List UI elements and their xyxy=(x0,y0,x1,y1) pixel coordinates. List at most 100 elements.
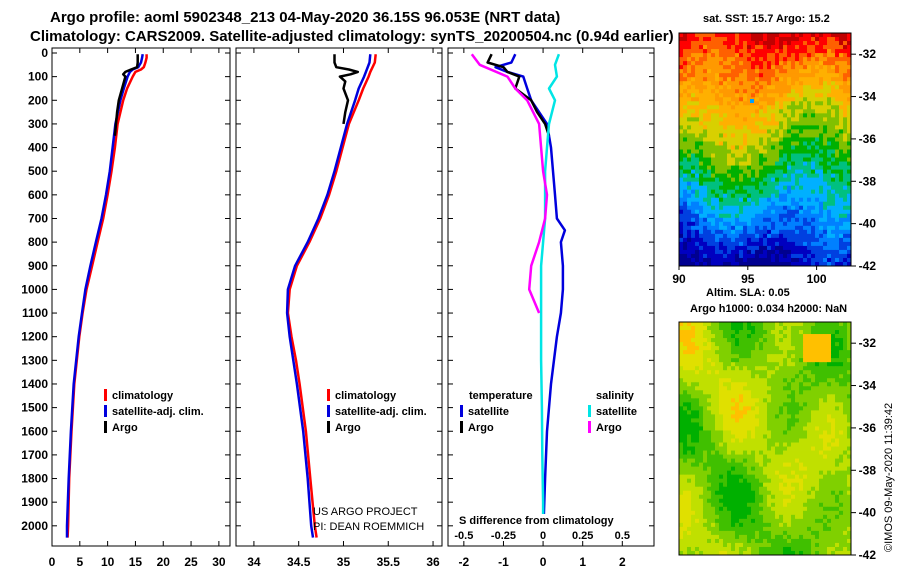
map-cell xyxy=(807,447,811,451)
map-cell xyxy=(747,390,751,394)
map-cell xyxy=(807,334,811,338)
map-cell xyxy=(735,97,739,101)
map-cell xyxy=(839,222,843,226)
map-cell xyxy=(723,45,727,49)
map-cell xyxy=(843,97,847,101)
map-cell xyxy=(839,198,843,202)
map-cell xyxy=(799,390,803,394)
map-cell xyxy=(719,226,723,230)
map-cell xyxy=(711,326,715,330)
map-cell xyxy=(743,250,747,254)
map-cell xyxy=(799,374,803,378)
map-cell xyxy=(715,515,719,519)
map-cell xyxy=(683,527,687,531)
map-cell xyxy=(799,57,803,61)
map-cell xyxy=(787,218,791,222)
map-cell xyxy=(743,358,747,362)
argo-position-marker xyxy=(750,99,754,103)
map-cell xyxy=(763,378,767,382)
map-cell xyxy=(683,475,687,479)
map-cell xyxy=(751,414,755,418)
map-cell xyxy=(775,121,779,125)
map-cell xyxy=(763,410,767,414)
map-cell xyxy=(767,434,771,438)
map-cell xyxy=(743,170,747,174)
map-cell xyxy=(823,487,827,491)
map-cell xyxy=(755,198,759,202)
map-cell xyxy=(831,483,835,487)
map-cell xyxy=(743,57,747,61)
map-cell xyxy=(783,410,787,414)
map-cell xyxy=(799,382,803,386)
map-cell xyxy=(831,45,835,49)
map-cell xyxy=(715,121,719,125)
map-cell xyxy=(699,57,703,61)
map-cell xyxy=(695,154,699,158)
map-cell xyxy=(783,57,787,61)
map-cell xyxy=(767,439,771,443)
map-cell xyxy=(703,515,707,519)
map-cell xyxy=(807,382,811,386)
map-cell xyxy=(699,141,703,145)
map-cell xyxy=(695,322,699,326)
map-cell xyxy=(735,69,739,73)
map-cell xyxy=(715,330,719,334)
map-cell xyxy=(707,451,711,455)
map-cell xyxy=(763,77,767,81)
map-cell xyxy=(799,487,803,491)
map-cell xyxy=(711,471,715,475)
map-cell xyxy=(791,214,795,218)
map-cell xyxy=(687,45,691,49)
map-cell xyxy=(835,81,839,85)
map-cell xyxy=(807,222,811,226)
map-cell xyxy=(811,194,815,198)
map-cell xyxy=(731,37,735,41)
map-cell xyxy=(783,93,787,97)
map-cell xyxy=(795,234,799,238)
map-cell xyxy=(683,65,687,69)
map-cell xyxy=(711,443,715,447)
map-cell xyxy=(839,358,843,362)
map-cell xyxy=(759,527,763,531)
map-cell xyxy=(711,170,715,174)
map-cell xyxy=(783,214,787,218)
map-cell xyxy=(727,451,731,455)
map-cell xyxy=(719,338,723,342)
map-cell xyxy=(707,93,711,97)
map-cell xyxy=(695,238,699,242)
map-cell xyxy=(719,186,723,190)
map-cell xyxy=(783,85,787,89)
map-cell xyxy=(715,370,719,374)
map-cell xyxy=(791,113,795,117)
map-cell xyxy=(839,129,843,133)
map-cell xyxy=(747,463,751,467)
map-cell xyxy=(691,182,695,186)
map-cell xyxy=(719,170,723,174)
map-cell xyxy=(747,162,751,166)
map-cell xyxy=(767,507,771,511)
map-cell xyxy=(771,238,775,242)
map-cell xyxy=(791,422,795,426)
map-cell xyxy=(687,194,691,198)
map-cell xyxy=(815,499,819,503)
map-cell xyxy=(791,45,795,49)
map-cell xyxy=(827,346,831,350)
map-cell xyxy=(787,386,791,390)
map-cell xyxy=(779,170,783,174)
map-cell xyxy=(799,471,803,475)
map-cell xyxy=(683,386,687,390)
map-cell xyxy=(751,182,755,186)
map-cell xyxy=(811,214,815,218)
map-cell xyxy=(787,141,791,145)
map-cell xyxy=(743,113,747,117)
map-cell xyxy=(843,471,847,475)
map-cell xyxy=(719,85,723,89)
map-cell xyxy=(807,113,811,117)
map-cell xyxy=(815,105,819,109)
map-cell xyxy=(783,258,787,262)
map-cell xyxy=(727,53,731,57)
temperature-legend: climatology satellite-adj. clim. Argo xyxy=(104,389,204,434)
map-cell xyxy=(775,41,779,45)
map-cell xyxy=(783,182,787,186)
map-cell xyxy=(775,69,779,73)
